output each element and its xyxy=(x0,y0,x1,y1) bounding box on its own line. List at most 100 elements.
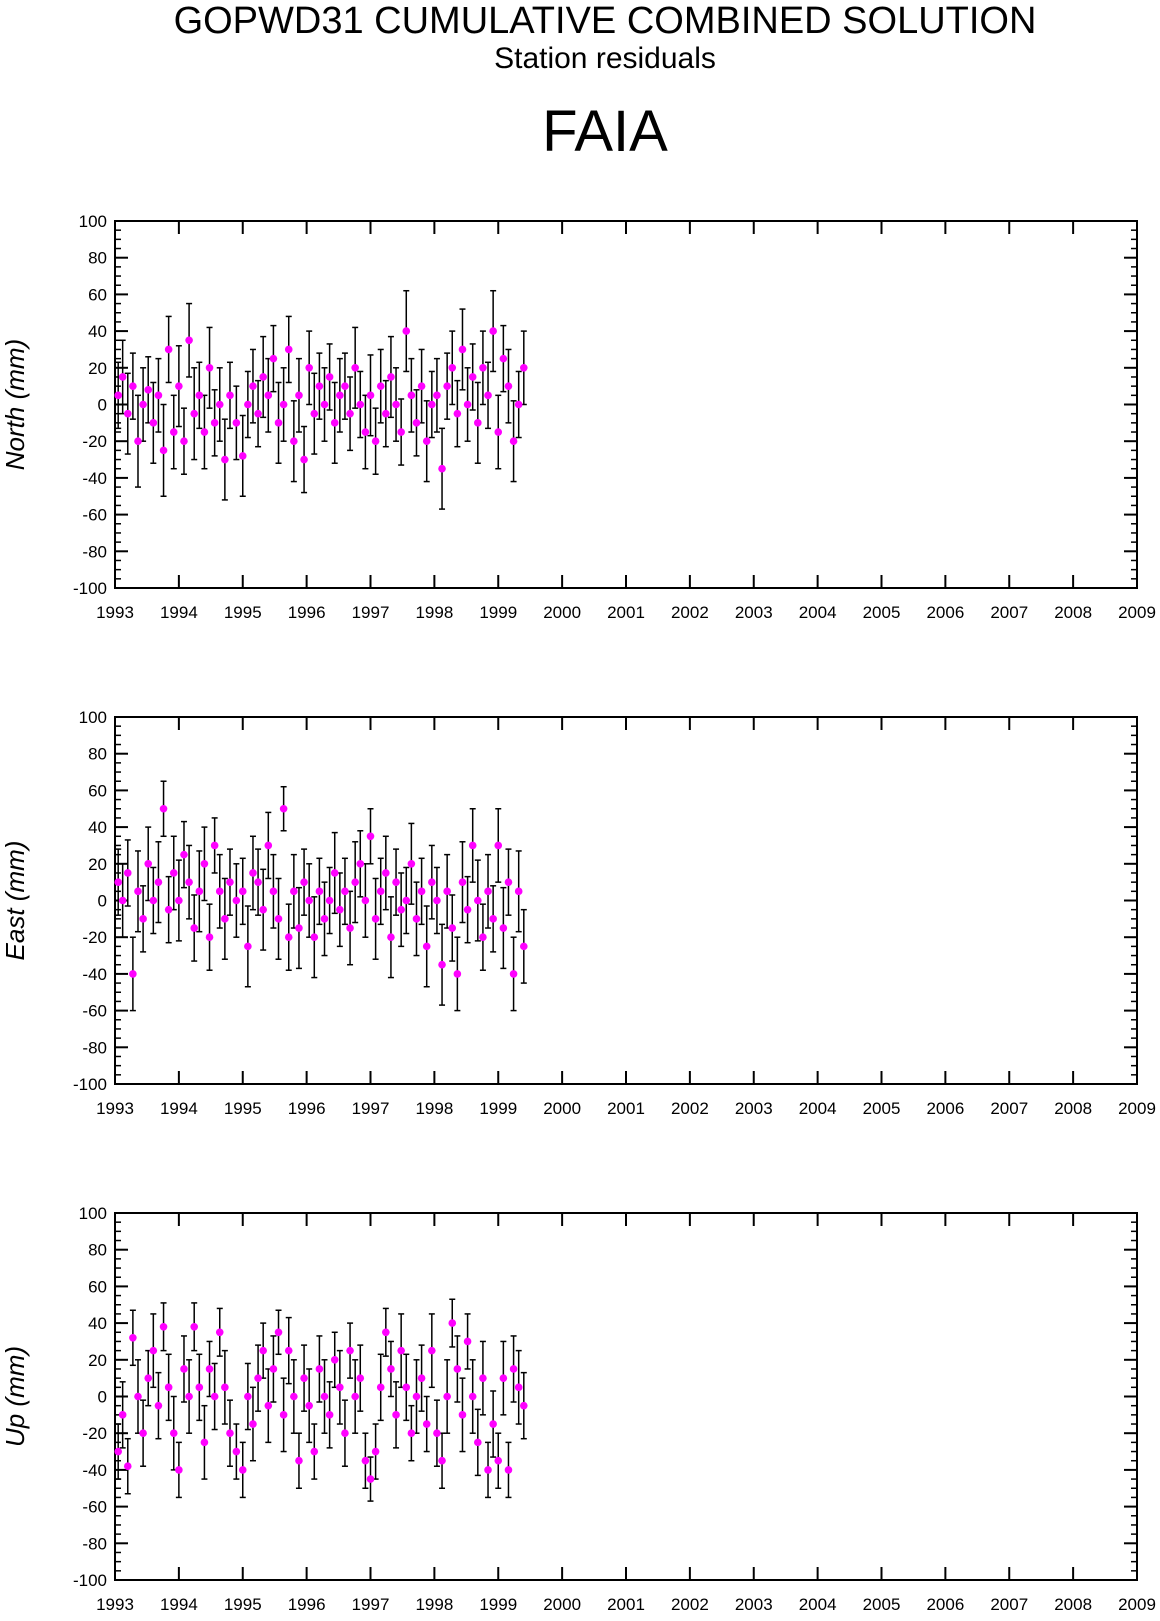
east-data-point xyxy=(361,896,370,905)
east-x-tick-label: 2001 xyxy=(607,1099,645,1118)
up-data-point xyxy=(453,1365,462,1373)
north-data-point xyxy=(310,409,319,418)
north-data-point xyxy=(325,373,334,381)
north-data-point xyxy=(520,364,528,372)
east-y-tick-label: 40 xyxy=(88,818,107,837)
up-data-point xyxy=(371,1447,380,1456)
up-x-tick-label: 2005 xyxy=(863,1595,901,1614)
east-data-point xyxy=(463,905,472,914)
up-x-tick-label: 2008 xyxy=(1054,1595,1092,1614)
up-data-point xyxy=(382,1328,390,1337)
east-data-point xyxy=(468,841,477,850)
up-y-axis-label: Up (mm) xyxy=(0,1346,30,1447)
east-data-point xyxy=(274,915,283,923)
up-x-tick-label: 2001 xyxy=(607,1595,645,1614)
east-data-point xyxy=(144,860,153,868)
up-data-point xyxy=(144,1374,153,1382)
east-data-point xyxy=(139,915,147,923)
north-data-point xyxy=(221,455,229,464)
east-data-point xyxy=(284,933,293,941)
up-data-point xyxy=(185,1392,193,1401)
east-x-tick-label: 2006 xyxy=(926,1099,964,1118)
up-data-point xyxy=(504,1466,513,1474)
north-data-point xyxy=(402,327,411,335)
east-x-tick-label: 1998 xyxy=(415,1099,453,1118)
up-data-point xyxy=(438,1456,446,1465)
up-data-point xyxy=(514,1383,523,1392)
north-data-point xyxy=(453,409,462,418)
east-data-point xyxy=(175,896,183,905)
north-data-point xyxy=(169,428,178,436)
up-data-point xyxy=(226,1429,234,1437)
north-data-point xyxy=(422,437,431,446)
east-data-point xyxy=(499,924,508,932)
east-data-point xyxy=(210,841,219,850)
north-data-point xyxy=(458,345,467,354)
north-data-point xyxy=(376,382,385,390)
up-y-tick-label: 0 xyxy=(98,1388,107,1407)
east-data-point xyxy=(290,887,298,896)
east-data-point xyxy=(520,942,528,951)
up-data-point xyxy=(397,1346,405,1355)
north-data-point xyxy=(371,437,380,446)
east-x-tick-label: 1994 xyxy=(160,1099,198,1118)
north-data-point xyxy=(139,400,147,409)
north-data-point xyxy=(336,391,344,400)
north-data-point xyxy=(443,382,451,390)
north-data-point xyxy=(468,373,477,381)
east-data-point xyxy=(269,887,278,896)
north-x-tick-label: 2003 xyxy=(735,603,773,622)
up-data-point xyxy=(123,1462,132,1471)
north-y-tick-label: 0 xyxy=(98,396,107,415)
east-data-point xyxy=(159,804,168,813)
north-data-point xyxy=(149,419,158,427)
north-data-point xyxy=(494,428,503,436)
east-x-tick-label: 1997 xyxy=(352,1099,390,1118)
east-x-tick-label: 1996 xyxy=(288,1099,326,1118)
up-data-point xyxy=(290,1392,298,1401)
east-data-point xyxy=(448,924,457,932)
north-data-point xyxy=(484,391,492,400)
north-data-point xyxy=(392,400,400,409)
up-data-point xyxy=(341,1429,349,1437)
east-x-tick-label: 2004 xyxy=(799,1099,837,1118)
station-name: FAIA xyxy=(542,99,668,164)
east-data-point xyxy=(402,896,411,905)
north-data-point xyxy=(448,364,457,372)
east-data-point xyxy=(325,896,334,905)
up-data-point xyxy=(387,1365,395,1373)
east-data-point xyxy=(484,887,492,896)
east-data-point xyxy=(134,887,142,896)
north-data-point xyxy=(346,409,354,418)
north-x-tick-label: 2001 xyxy=(607,603,645,622)
up-data-point xyxy=(479,1374,487,1382)
east-data-point xyxy=(154,878,163,886)
up-x-tick-label: 1997 xyxy=(352,1595,390,1614)
up-data-point xyxy=(407,1429,416,1437)
up-y-tick-label: 40 xyxy=(88,1314,107,1333)
north-data-point xyxy=(514,400,523,409)
north-x-tick-label: 2007 xyxy=(990,603,1028,622)
east-data-point xyxy=(417,887,426,896)
up-data-point xyxy=(336,1383,344,1392)
up-data-point xyxy=(284,1346,293,1355)
east-x-tick-label: 1993 xyxy=(96,1099,134,1118)
east-x-tick-label: 2003 xyxy=(735,1099,773,1118)
north-data-point xyxy=(463,400,472,409)
east-y-tick-label: -80 xyxy=(82,1038,107,1057)
north-data-point xyxy=(356,400,365,409)
up-data-point xyxy=(402,1383,411,1392)
north-data-point xyxy=(295,391,303,400)
up-data-point xyxy=(114,1447,122,1456)
north-data-point xyxy=(397,428,405,436)
up-data-point xyxy=(448,1319,457,1327)
east-data-point xyxy=(458,878,467,886)
north-data-point xyxy=(144,386,153,394)
north-y-tick-label: -100 xyxy=(73,579,107,598)
up-data-point xyxy=(361,1456,370,1465)
up-x-tick-label: 2002 xyxy=(671,1595,709,1614)
east-y-tick-label: 60 xyxy=(88,781,107,800)
up-x-tick-label: 1994 xyxy=(160,1595,198,1614)
up-data-point xyxy=(215,1328,224,1337)
east-data-point xyxy=(295,924,303,932)
